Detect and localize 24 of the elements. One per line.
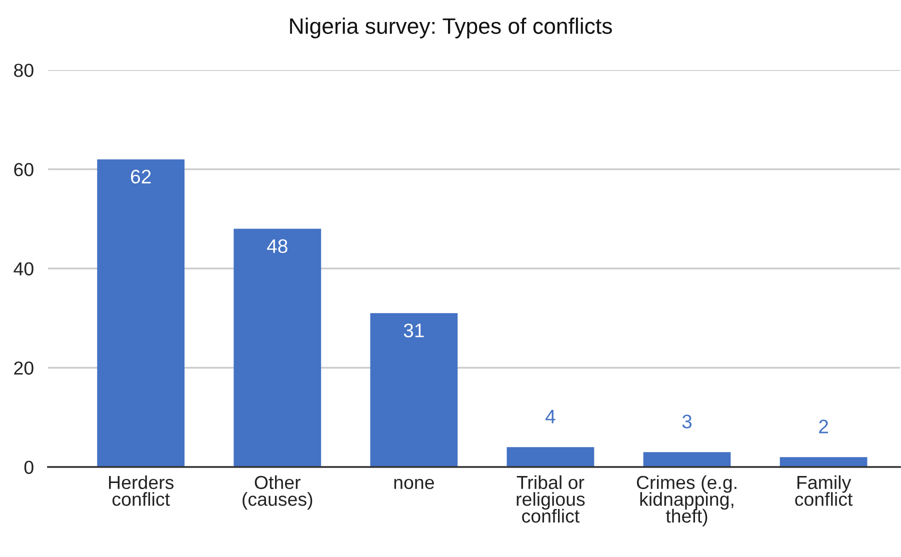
bar [370, 313, 458, 467]
bar [643, 452, 731, 467]
x-tick-label: Tribal or religious conflict [516, 475, 585, 523]
bar [97, 159, 185, 467]
x-tick-label: Herders conflict [109, 475, 174, 506]
data-label: 4 [546, 410, 556, 424]
data-label: 62 [131, 170, 151, 184]
data-label: 48 [267, 239, 288, 254]
bar [780, 457, 868, 467]
chart-title: Nigeria survey: Types of conflicts [290, 18, 612, 38]
x-tick-label: Family conflict [795, 475, 853, 506]
y-tick-label: 20 [14, 361, 34, 375]
y-tick-label: 0 [24, 460, 34, 474]
bar [506, 447, 594, 467]
y-tick-label: 40 [14, 262, 34, 276]
y-tick-label: 80 [14, 64, 34, 77]
x-tick-label: Crimes (e.g. kidnapping, theft) [636, 475, 736, 526]
data-label: 3 [682, 414, 692, 428]
x-tick-label: Other (causes) [242, 475, 312, 510]
bar [234, 228, 322, 467]
data-label: 2 [819, 420, 828, 434]
y-tick-label: 60 [14, 162, 34, 176]
data-label: 31 [404, 324, 424, 338]
x-tick-label: none [394, 478, 434, 490]
